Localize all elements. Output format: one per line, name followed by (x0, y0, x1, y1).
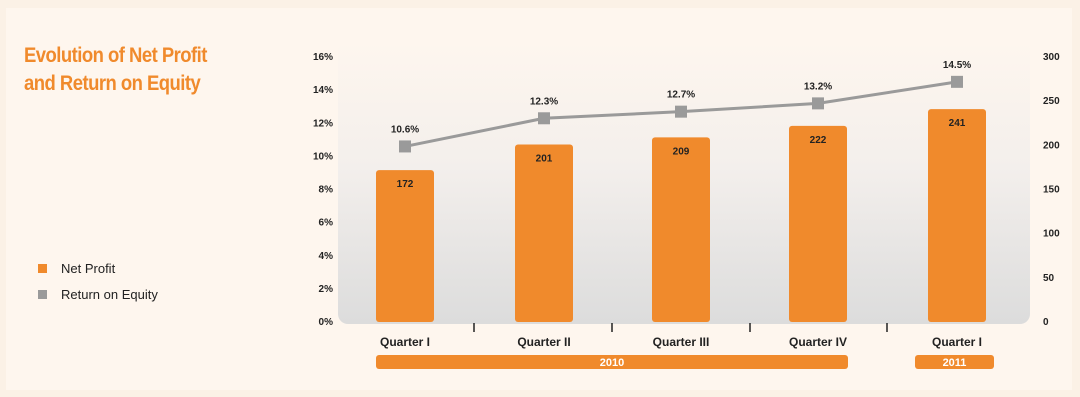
legend-label-net-profit: Net Profit (61, 260, 116, 276)
right-axis-tick-label: 100 (1043, 229, 1060, 240)
category-label: Quarter IV (789, 335, 847, 349)
roe-value-label: 13.2% (804, 81, 832, 92)
category-label: Quarter II (517, 335, 570, 349)
year-label: 2011 (943, 357, 967, 369)
left-axis-tick-label: 2% (319, 284, 334, 295)
roe-value-label: 14.5% (943, 60, 971, 71)
left-axis-tick-label: 12% (313, 118, 333, 129)
category-label: Quarter I (380, 335, 430, 349)
bar-value-label: 201 (536, 153, 553, 164)
legend-label-return-on-equity: Return on Equity (61, 286, 158, 302)
roe-value-label: 10.6% (391, 124, 419, 135)
left-axis-tick-label: 10% (313, 151, 333, 162)
right-axis-tick-label: 250 (1043, 96, 1060, 107)
bar-net-profit (515, 144, 573, 322)
right-axis-tick-label: 0 (1043, 317, 1049, 328)
left-axis-tick-label: 6% (319, 218, 334, 229)
left-axis-tick-label: 14% (313, 85, 333, 96)
bar-value-label: 209 (673, 146, 690, 157)
left-axis-tick-label: 16% (313, 52, 333, 63)
bar-net-profit (928, 109, 986, 322)
category-label: Quarter III (653, 335, 710, 349)
left-axis-tick-label: 4% (319, 251, 334, 262)
bar-net-profit (376, 170, 434, 322)
roe-marker (951, 75, 963, 88)
roe-value-label: 12.7% (667, 90, 695, 101)
chart-title: Evolution of Net Profit and Return on Eq… (24, 42, 235, 98)
bar-value-label: 222 (810, 135, 827, 146)
roe-marker (812, 97, 824, 110)
left-axis-tick-label: 8% (319, 185, 334, 196)
year-band (376, 355, 848, 369)
roe-marker (675, 105, 687, 118)
right-axis-tick-label: 200 (1043, 140, 1060, 151)
right-axis-tick-label: 50 (1043, 273, 1055, 284)
bar-value-label: 172 (397, 179, 414, 190)
right-axis-tick-label: 150 (1043, 185, 1060, 196)
chart-title-line-1: Evolution of Net Profit (24, 44, 207, 67)
roe-marker (538, 112, 550, 125)
category-label: Quarter I (932, 335, 982, 349)
legend-item-return-on-equity: Return on Equity (38, 281, 158, 307)
roe-value-label: 12.3% (530, 96, 558, 107)
year-label: 2010 (600, 357, 624, 369)
legend-swatch-return-on-equity (38, 289, 47, 299)
year-band (915, 355, 994, 369)
left-axis-tick-label: 0% (319, 317, 334, 328)
bar-value-label: 241 (949, 118, 966, 129)
legend-item-net-profit: Net Profit (38, 255, 158, 281)
legend-swatch-net-profit (38, 263, 47, 273)
bar-net-profit (789, 125, 847, 323)
bar-net-profit (652, 137, 710, 322)
legend: Net Profit Return on Equity (38, 255, 158, 307)
roe-marker (399, 140, 411, 153)
right-axis-tick-label: 300 (1043, 52, 1060, 63)
chart-title-line-2: and Return on Equity (24, 72, 201, 95)
